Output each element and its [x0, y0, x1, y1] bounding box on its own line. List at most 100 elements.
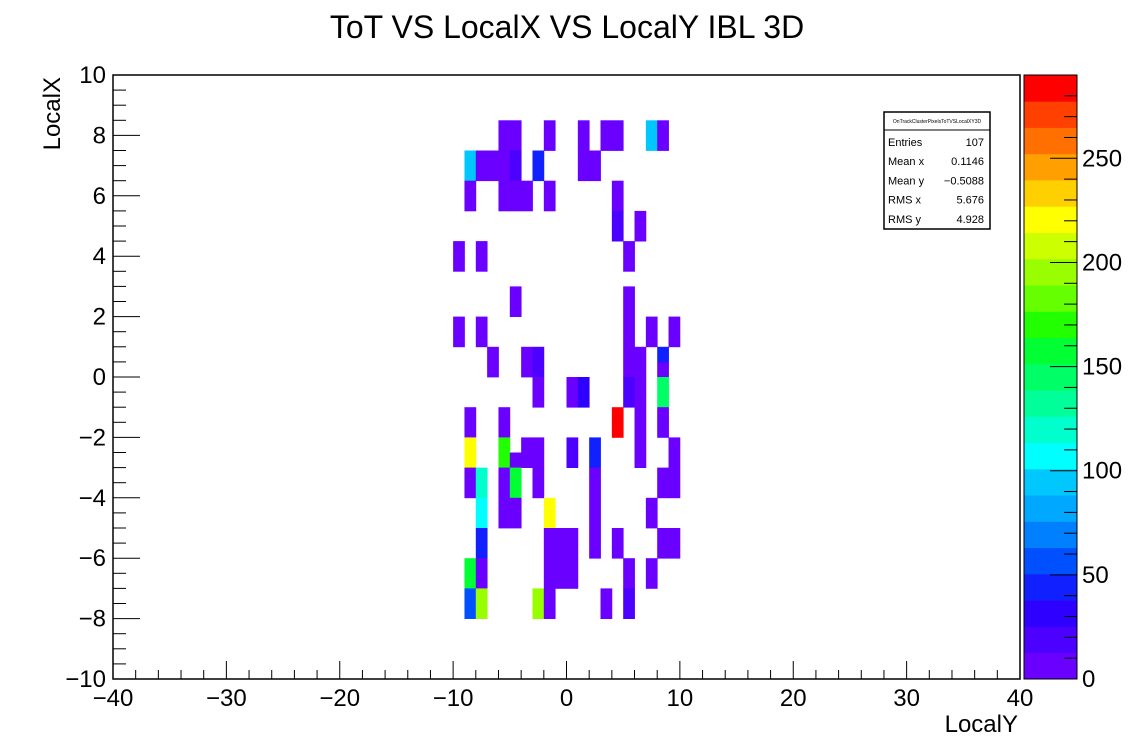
- palette-swatch: [1024, 495, 1077, 522]
- heatmap-bin: [464, 452, 477, 468]
- heatmap-bin: [498, 422, 511, 438]
- heatmap-bin: [509, 512, 522, 529]
- heatmap-bin: [645, 135, 658, 151]
- heatmap-bin: [645, 512, 658, 529]
- heatmap-bin: [453, 256, 465, 272]
- heatmap-bin: [623, 316, 635, 333]
- heatmap-bin: [475, 588, 488, 604]
- y-tick-label: 10: [79, 62, 106, 89]
- heatmap-bin: [509, 482, 522, 499]
- palette-swatch: [1024, 285, 1077, 312]
- heatmap-bin: [634, 377, 647, 393]
- heatmap-bin: [498, 452, 511, 468]
- heatmap-bin: [623, 377, 635, 393]
- heatmap-bin: [543, 512, 556, 529]
- heatmap-bin: [634, 407, 647, 423]
- heatmap-bin: [532, 377, 545, 393]
- palette-tick-labels: 0 50 100 150 200 250: [1082, 145, 1122, 693]
- palette-swatch: [1024, 337, 1077, 365]
- axis-ticks: [112, 74, 1021, 680]
- heatmap-bin: [509, 165, 522, 182]
- palette-swatch: [1024, 258, 1077, 286]
- stats-row-label: Entries: [888, 137, 923, 149]
- heatmap-bin: [509, 467, 522, 484]
- heatmap-bin: [532, 603, 545, 619]
- heatmap-bin: [464, 467, 477, 484]
- heatmap-bin: [668, 316, 681, 333]
- heatmap-bin: [543, 120, 556, 136]
- heatmap-bin: [589, 452, 601, 468]
- heatmap-bin: [589, 497, 601, 514]
- palette-swatch: [1024, 442, 1077, 470]
- palette-tick-label: 150: [1082, 354, 1122, 381]
- heatmap-bin: [521, 452, 533, 468]
- heatmap-bin: [453, 316, 465, 333]
- heatmap-bin: [475, 558, 488, 574]
- heatmap-bin: [668, 452, 681, 468]
- stats-box: OnTrackClusterPixelsToTVSLocalXY3D Entri…: [883, 111, 991, 230]
- y-tick-label: −6: [79, 545, 106, 572]
- heatmap-bin: [668, 528, 681, 544]
- heatmap-bin: [623, 331, 635, 348]
- heatmap-bin: [623, 603, 635, 619]
- x-tick-label: −30: [206, 685, 247, 712]
- x-axis-label: LocalY: [945, 711, 1018, 738]
- heatmap-bin: [464, 603, 477, 619]
- heatmap-bin: [464, 558, 477, 574]
- y-tick-label: 8: [93, 122, 106, 149]
- heatmap-bin: [634, 452, 647, 468]
- heatmap-bin: [475, 241, 488, 257]
- heatmap-bin: [611, 135, 624, 151]
- heatmap-bin: [600, 120, 613, 136]
- heatmap-bin: [543, 180, 556, 197]
- heatmap-bin: [543, 135, 556, 151]
- heatmap-bin: [623, 392, 635, 408]
- x-tick-label: 20: [780, 685, 807, 712]
- heatmap-bin: [475, 512, 488, 529]
- y-tick-label: −2: [79, 424, 106, 451]
- heatmap-bin: [668, 331, 681, 348]
- heatmap-bin: [509, 180, 522, 197]
- heatmap-bin: [634, 437, 647, 453]
- palette-swatch: [1024, 547, 1077, 575]
- heatmap-bin: [464, 150, 477, 166]
- heatmap-bin: [453, 331, 465, 348]
- heatmap-bin: [498, 195, 511, 212]
- heatmap-bin: [498, 467, 511, 484]
- heatmap-bin: [611, 226, 624, 242]
- heatmap-bin: [498, 482, 511, 499]
- heatmap-bin: [555, 543, 567, 559]
- heatmap-bin: [566, 558, 579, 574]
- heatmap-bin: [577, 150, 590, 166]
- heatmap-bin: [543, 603, 556, 619]
- heatmap-bin: [532, 361, 545, 378]
- heatmap-bin: [521, 180, 533, 197]
- x-tick-label: 30: [893, 685, 920, 712]
- heatmap-bin: [509, 150, 522, 166]
- heatmap-bin: [498, 120, 511, 136]
- heatmap-bin: [498, 165, 511, 182]
- heatmap-bin: [498, 150, 511, 166]
- heatmap-bin: [668, 543, 681, 559]
- heatmap-bins: [453, 120, 681, 619]
- heatmap-bin: [532, 392, 545, 408]
- palette-swatch: [1024, 127, 1077, 155]
- heatmap-bin: [611, 543, 624, 559]
- heatmap-bin: [600, 588, 613, 604]
- heatmap-bin: [623, 301, 635, 317]
- palette-tick-label: 100: [1082, 458, 1122, 485]
- x-tick-label: 0: [560, 685, 573, 712]
- heatmap-bin: [611, 528, 624, 544]
- stats-row-value: 5.676: [956, 195, 984, 207]
- y-axis-label: LocalX: [39, 77, 66, 150]
- heatmap-bin: [566, 573, 579, 589]
- heatmap-bin: [498, 135, 511, 151]
- y-tick-label: 0: [93, 364, 106, 391]
- palette-tick-label: 50: [1082, 562, 1109, 589]
- heatmap-bin: [589, 467, 601, 484]
- heatmap-bin: [509, 452, 522, 468]
- heatmap-bin: [657, 543, 669, 559]
- heatmap-bin: [657, 120, 669, 136]
- heatmap-bin: [543, 195, 556, 212]
- heatmap-bin: [589, 437, 601, 453]
